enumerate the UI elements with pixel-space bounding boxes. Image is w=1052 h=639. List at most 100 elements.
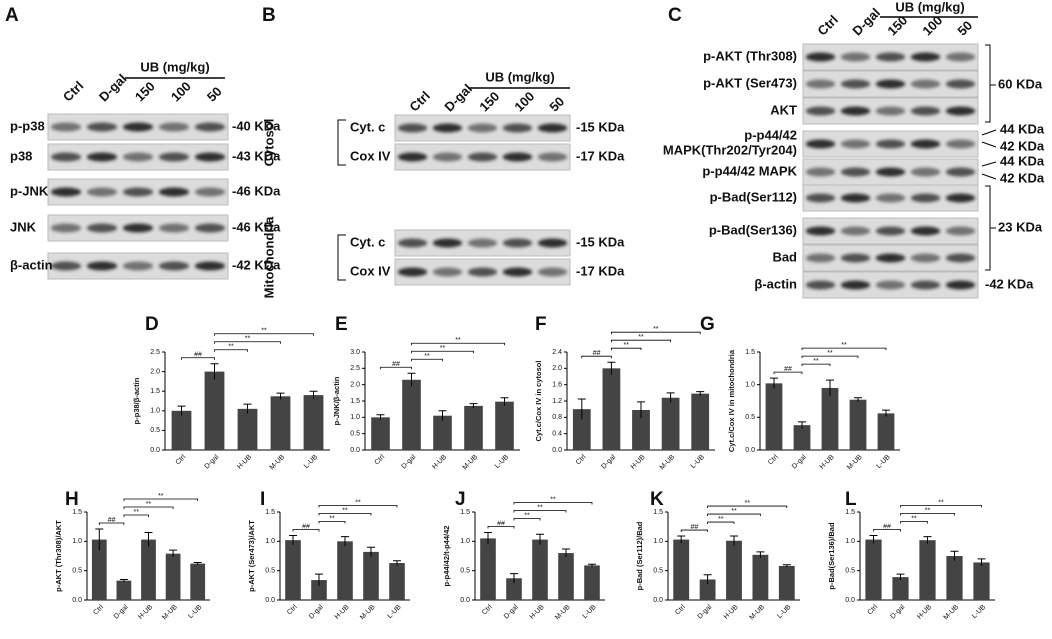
significance-label: ** [718, 516, 724, 523]
bar [699, 579, 716, 600]
group-label: UB (mg/kg) [895, 0, 964, 14]
significance-label: ** [355, 499, 361, 506]
significance-bracket [513, 502, 593, 505]
size-bracket [985, 185, 996, 271]
significance-label: ** [524, 512, 530, 519]
bar [495, 401, 514, 450]
blot-band [875, 52, 906, 62]
error-bar [438, 410, 447, 421]
significance-label: ** [550, 496, 556, 503]
error-bar [177, 405, 186, 416]
y-tick-label: 0.5 [72, 568, 82, 575]
significance-bracket [318, 521, 346, 524]
y-tick-label: 1.0 [745, 382, 755, 389]
significance-bracket [900, 513, 955, 516]
bar [691, 393, 710, 450]
size-bracket [985, 44, 996, 123]
error-bar [484, 532, 492, 545]
blot-band [122, 223, 154, 233]
error-bar [607, 361, 616, 375]
blot-band [945, 193, 976, 203]
size-label: 44 KDa [1000, 121, 1045, 136]
significance-bracket [513, 510, 567, 513]
significance-bracket [611, 331, 701, 335]
y-axis-label: p-p44/42/t-p44/42 [442, 526, 451, 587]
x-tick-label: D-gal [113, 603, 130, 620]
section-bracket [337, 234, 346, 281]
y-tick-label: 0.5 [150, 427, 160, 434]
blot-band [840, 167, 871, 177]
error-bar [977, 558, 986, 566]
y-tick-label: 1.0 [653, 538, 663, 545]
size-label: -42 KDa [232, 257, 281, 272]
blot-band [194, 152, 226, 162]
x-tick-label: H-UB [529, 604, 546, 621]
y-tick-label: 0.0 [72, 597, 82, 604]
error-bar [119, 578, 128, 582]
x-tick-label: M-UB [659, 454, 677, 472]
panel-letter: E [335, 314, 348, 335]
lane-label: Ctrl [406, 88, 432, 114]
y-axis-label: p-Bad(Ser136)/Bad [827, 522, 836, 590]
blot-band [502, 238, 533, 248]
bar [632, 409, 650, 450]
significance-label: ** [537, 504, 543, 511]
error-bar [95, 528, 104, 551]
blot-band [840, 139, 871, 149]
bar [946, 556, 963, 600]
significance-bracket [318, 513, 372, 516]
size-label: -15 KDa [576, 234, 625, 249]
bar [91, 539, 107, 600]
blot-band [194, 261, 226, 271]
error-bar [341, 536, 349, 547]
x-tick-label: L-UB [386, 604, 402, 620]
panel-letter: D [145, 314, 159, 335]
blot-band [840, 79, 871, 89]
error-bar [193, 561, 202, 565]
lane-label: Ctrl [814, 12, 840, 38]
significance-bracket [707, 505, 788, 509]
y-tick-label: 0.5 [350, 431, 360, 438]
bar [363, 551, 379, 600]
blot-band [840, 280, 871, 290]
blot-band [467, 238, 498, 248]
significance-label: ** [925, 507, 931, 514]
row-label: p38 [10, 148, 32, 163]
x-tick-label: D-gal [203, 453, 220, 470]
size-label: -17 KDa [576, 263, 625, 278]
blot-band [158, 223, 190, 233]
blot-band [158, 122, 190, 132]
error-bar [315, 573, 323, 586]
row-label: Cox IV [350, 263, 391, 278]
bar [371, 417, 390, 450]
error-bar [703, 574, 712, 585]
error-bar [510, 573, 518, 583]
significance-bracket [513, 518, 541, 521]
blot-band [875, 193, 906, 203]
blot-band [945, 253, 976, 263]
y-tick-label: 1.5 [150, 388, 160, 395]
bar [171, 410, 192, 450]
bar [389, 563, 405, 600]
x-tick-label: Ctrl [867, 603, 880, 616]
row-label: p-AKT (Ser473) [703, 75, 797, 90]
x-tick-label: H-UB [916, 604, 933, 621]
lane-label: 100 [168, 79, 194, 105]
blot-band [86, 187, 118, 197]
significance-label: ** [841, 342, 847, 349]
y-axis-label: Cyt.c/Cox IV in cytosol [534, 361, 543, 442]
x-tick-label: M-UB [161, 604, 179, 622]
significance-bracket [214, 333, 314, 336]
blot-band [805, 79, 836, 89]
size-label: 60 KDa [998, 76, 1043, 91]
row-label: Cyt. c [350, 119, 385, 134]
error-bar [210, 363, 219, 380]
blot-band [397, 152, 428, 162]
row-label: p-AKT (Thr308) [703, 48, 797, 63]
bar [584, 565, 600, 600]
significance-bracket [411, 358, 443, 362]
y-tick-label: 0.5 [265, 568, 275, 575]
significance-bracket [411, 350, 474, 354]
error-bar [826, 379, 834, 396]
y-tick-label: 0.4 [552, 431, 562, 438]
